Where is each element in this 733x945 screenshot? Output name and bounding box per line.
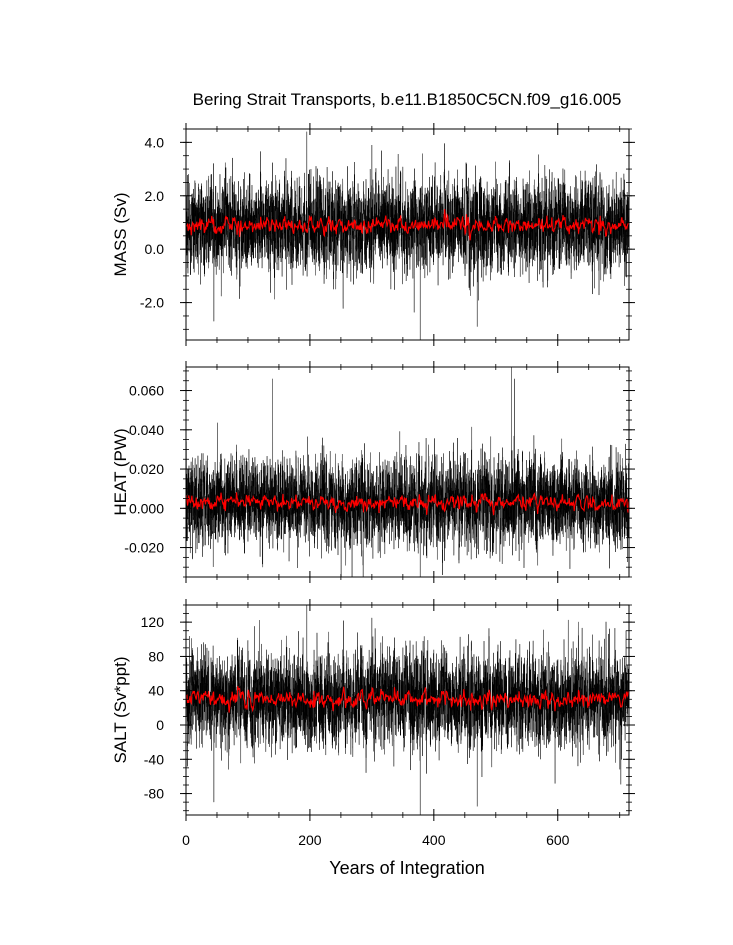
x-tick-label: 0 — [182, 832, 190, 848]
y-tick-label: 0.040 — [129, 422, 164, 438]
plot-frame — [185, 604, 630, 816]
y-tick-label: 80 — [148, 648, 164, 664]
y-tick-label: -80 — [144, 786, 164, 802]
y-tick-label: 2.0 — [145, 188, 165, 204]
y-tick-label: 0.060 — [129, 383, 164, 399]
series-monthly-line — [186, 605, 629, 815]
y-tick-label: -0.020 — [124, 540, 164, 556]
y-tick-label: 40 — [148, 683, 164, 699]
plot-frame — [185, 128, 630, 341]
x-tick-label: 200 — [298, 832, 322, 848]
chart-title: Bering Strait Transports, b.e11.B1850C5C… — [193, 90, 622, 109]
series-monthly-line — [186, 367, 629, 577]
y-axis-label: MASS (Sv) — [111, 192, 130, 276]
y-tick-label: -40 — [144, 751, 164, 767]
series-monthly-line — [186, 131, 629, 340]
y-axis-label: SALT (Sv*ppt) — [111, 656, 130, 763]
series-annual-line — [186, 686, 629, 713]
y-tick-label: -2.0 — [140, 295, 164, 311]
panel-mass: 4.0 2.0 0.0 -2.0 MASS (Sv) — [111, 123, 635, 346]
y-tick-label: 4.0 — [145, 134, 165, 150]
series-annual-line — [186, 208, 629, 241]
x-axis-label: Years of Integration — [329, 858, 484, 878]
series-annual-line — [186, 492, 629, 516]
y-tick-label: 0 — [156, 717, 164, 733]
panel-heat: 0.060 0.040 0.020 0.000 -0.020 HEAT (PW) — [111, 361, 635, 583]
plot-frame — [185, 366, 630, 578]
x-tick-label: 400 — [422, 832, 446, 848]
y-tick-label: 0.000 — [129, 500, 164, 516]
y-axis-label: HEAT (PW) — [111, 428, 130, 515]
y-tick-label: 120 — [141, 614, 165, 630]
y-tick-label: 0.020 — [129, 461, 164, 477]
x-tick-label: 600 — [546, 832, 570, 848]
y-tick-label: 0.0 — [145, 241, 165, 257]
